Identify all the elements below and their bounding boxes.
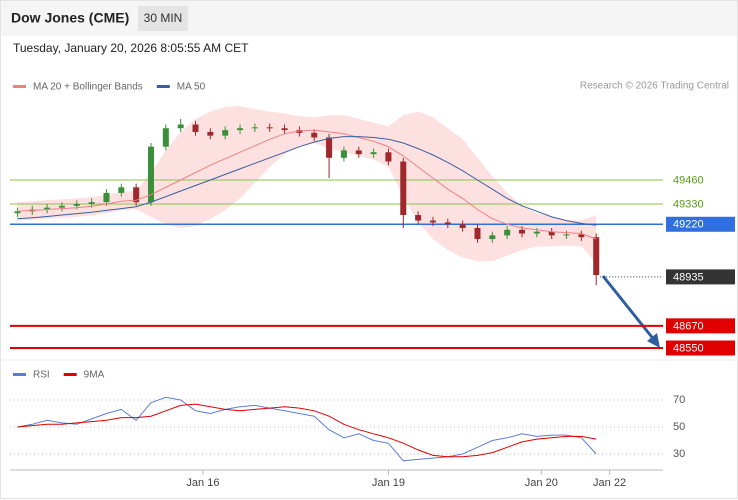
candle-body (118, 187, 125, 193)
candle-body (444, 222, 451, 225)
rsi-line (17, 403, 597, 458)
candle-body (14, 211, 21, 214)
level-label: 49220 (673, 219, 704, 231)
candle-body (578, 234, 585, 238)
x-tick-label: Jan 16 (186, 477, 219, 489)
candle-body (355, 150, 362, 155)
last-price-label: 48935 (673, 271, 704, 283)
candle-body (459, 224, 466, 228)
y-tick-label: 50 (673, 421, 685, 433)
title: Dow Jones (CME) (11, 10, 129, 26)
candle-body (563, 234, 570, 236)
candle-body (281, 128, 288, 131)
candle-body (147, 146, 154, 203)
candle-body (251, 127, 258, 129)
credit: Research © 2026 Trading Central (580, 81, 729, 92)
level-label-box (666, 318, 735, 334)
candle-body (162, 128, 169, 147)
candle-body (370, 152, 377, 155)
level-label: 48550 (673, 342, 704, 354)
level-label: 49460 (673, 174, 704, 186)
y-tick-label: 30 (673, 448, 685, 460)
forecast-arrow (601, 275, 657, 342)
candle-body (311, 132, 318, 138)
candle-body (58, 205, 65, 208)
candle-body (88, 202, 95, 204)
timestamp: Tuesday, January 20, 2026 8:05:55 AM CET (13, 41, 249, 55)
candle-body (103, 192, 110, 203)
legend-swatch (13, 373, 26, 376)
interval-label[interactable]: 30 MIN (144, 11, 183, 25)
candle-body (415, 215, 422, 221)
candle-body (385, 152, 392, 162)
candle-body (340, 150, 347, 158)
candle-body (474, 227, 481, 240)
candle-body (44, 207, 51, 210)
candle-body (504, 229, 511, 236)
legend-label: MA 20 + Bollinger Bands (33, 82, 143, 93)
candle-body (177, 124, 184, 129)
candle-body (266, 127, 273, 129)
level-label-box (666, 216, 735, 232)
candle-body (489, 235, 496, 240)
candle-body (192, 124, 199, 132)
header-bar (0, 0, 738, 36)
bollinger-band (17, 106, 597, 264)
last-price-box (666, 269, 735, 285)
legend-label: RSI (33, 370, 50, 381)
forecast-arrowhead (647, 333, 660, 348)
candle-body (400, 161, 407, 216)
y-tick-label: 70 (673, 394, 685, 406)
x-tick-label: Jan 20 (525, 477, 558, 489)
candle-body (533, 231, 540, 234)
candle-body (207, 131, 214, 136)
candle-body (429, 220, 436, 223)
legend-label: 9MA (84, 370, 105, 381)
level-label: 49330 (673, 198, 704, 210)
candle-body (222, 130, 229, 136)
interval-button[interactable] (138, 6, 188, 31)
ma-line (17, 129, 597, 240)
level-label-box (666, 340, 735, 356)
candle-body (326, 137, 333, 158)
candle-body (73, 203, 80, 206)
legend-swatch (63, 373, 77, 376)
candle-body (519, 229, 526, 234)
candle-body (593, 237, 600, 276)
x-tick-label: Jan 19 (372, 477, 405, 489)
candle-body (548, 231, 555, 236)
x-tick-label: Jan 22 (593, 477, 626, 489)
ma-line (17, 136, 597, 226)
legend-swatch (13, 85, 26, 88)
rsi-line (17, 396, 597, 462)
candle-body (237, 128, 244, 131)
candle-body (133, 187, 140, 203)
level-label: 48670 (673, 320, 704, 332)
legend-swatch (156, 85, 170, 88)
legend-label: MA 50 (177, 82, 206, 93)
